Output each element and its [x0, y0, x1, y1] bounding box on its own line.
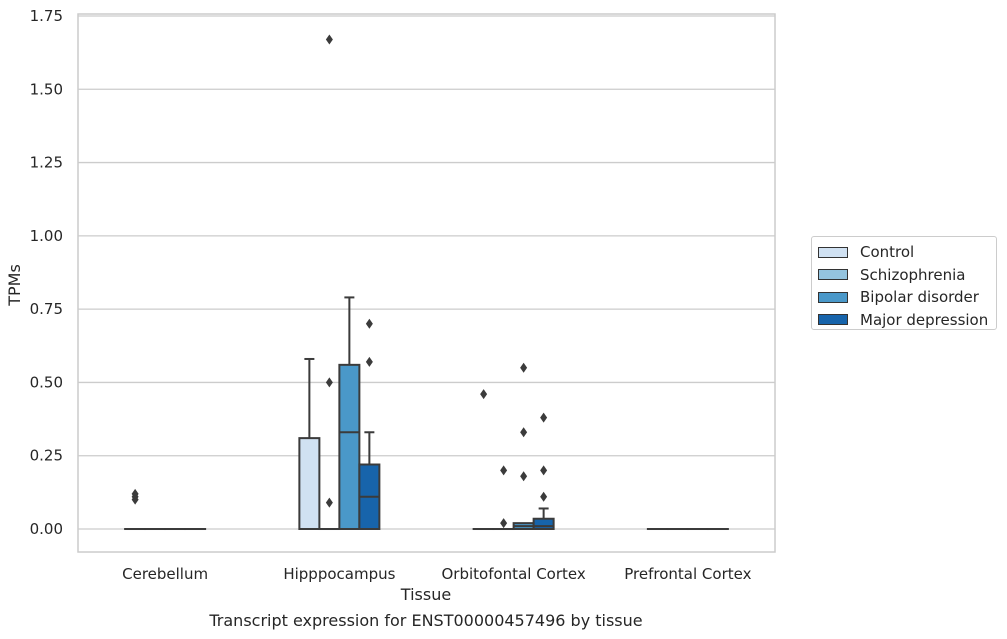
outlier-point	[325, 377, 333, 388]
box-control	[472, 389, 495, 531]
chart-title: Transcript expression for ENST0000045749…	[208, 611, 642, 630]
y-axis-label: TPMs	[5, 264, 24, 307]
x-tick-label: Orbitofontal Cortex	[442, 565, 586, 583]
legend-swatch	[818, 269, 848, 281]
x-axis-label: Tissue	[400, 585, 451, 604]
outlier-point	[520, 471, 528, 482]
legend-label: Schizophrenia	[860, 265, 966, 284]
outlier-point	[131, 488, 139, 499]
outlier-point	[365, 318, 373, 329]
outlier-point	[520, 427, 528, 438]
x-tick-labels: Cerebellum Hipppocampus Orbitofontal Corte…	[122, 565, 751, 583]
outlier-point	[325, 497, 333, 508]
outlier-point	[540, 412, 548, 423]
legend-label: Major depression	[860, 310, 989, 329]
y-tick-label: 1.75	[30, 7, 63, 25]
x-tick-label: Prefrontal Cortex	[624, 565, 751, 583]
legend-swatch	[818, 314, 848, 326]
y-tick-label: 0.50	[30, 373, 63, 391]
legend-item: Major depression	[818, 309, 996, 332]
x-tick-label: Cerebellum	[122, 565, 208, 583]
legend-swatch	[818, 246, 848, 258]
box-bipolar-disorder	[338, 296, 361, 530]
box-schizophrenia	[492, 465, 515, 531]
legend-item: Schizophrenia	[818, 264, 996, 287]
outlier-point	[500, 465, 508, 476]
outlier-point	[500, 518, 508, 529]
box-control	[298, 357, 321, 530]
y-tick-label: 1.00	[30, 227, 63, 245]
y-tick-label: 0.25	[30, 447, 63, 465]
legend-label: Bipolar disorder	[860, 288, 979, 307]
outlier-point	[325, 34, 333, 45]
box-schizophrenia	[318, 34, 341, 531]
box-control	[124, 488, 147, 531]
outlier-point	[540, 491, 548, 502]
box-major-depression	[358, 318, 381, 531]
plot-frame	[77, 13, 776, 553]
legend-swatch	[818, 291, 848, 303]
y-tick-label: 0.75	[30, 300, 63, 318]
box-body	[532, 517, 555, 530]
y-tick-label: 0.00	[30, 520, 63, 538]
outlier-point	[540, 465, 548, 476]
box-bipolar-disorder	[512, 362, 535, 531]
box-body	[338, 363, 361, 530]
box-group-hipppocampus	[298, 34, 381, 531]
y-tick-label: 1.50	[30, 80, 63, 98]
box-major-depression	[532, 412, 555, 530]
outlier-point	[520, 362, 528, 373]
outlier-point	[365, 356, 373, 367]
box-groups	[124, 34, 729, 531]
legend-item: Control	[818, 241, 996, 264]
legend-item: Bipolar disorder	[818, 286, 996, 309]
grid-lines	[78, 15, 775, 530]
legend-label: Control	[860, 243, 915, 262]
x-tick-label: Hipppocampus	[283, 565, 395, 583]
box-group-orbitofontal-cortex	[472, 362, 555, 531]
legend: Control Schizophrenia Bipolar disorder Majo…	[811, 236, 997, 330]
outlier-point	[480, 389, 488, 400]
box-group-cerebellum	[124, 488, 207, 531]
box-body	[298, 437, 321, 530]
y-tick-labels: 0.00 0.25 0.50 0.75 1.00 1.25 1.50 1.75	[30, 7, 63, 538]
y-tick-label: 1.25	[30, 154, 63, 172]
